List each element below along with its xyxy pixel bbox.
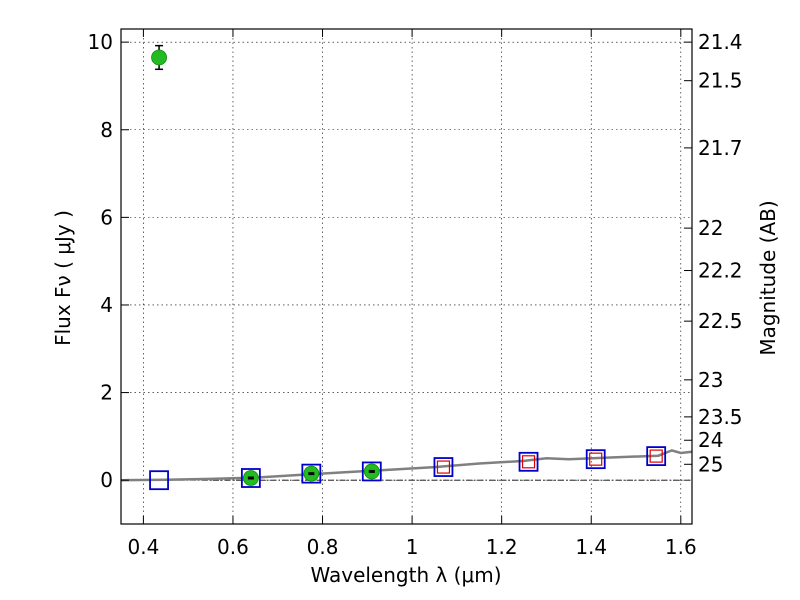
observed-point	[151, 49, 167, 66]
y-tick-label: 2	[100, 381, 113, 405]
y2-tick-label: 22.2	[698, 259, 743, 283]
y2-tick-label: 21.4	[698, 30, 743, 54]
model-marker	[149, 470, 169, 491]
model-marker	[518, 451, 539, 472]
y2-tick-label: 25	[698, 452, 723, 476]
x-tick-label: 0.8	[307, 535, 339, 559]
y2-tick-label: 22.5	[698, 309, 743, 333]
upper-limit-marker	[436, 460, 451, 474]
y2-axis-label: Magnitude (AB)	[756, 200, 780, 355]
x-tick-label: 1.2	[486, 535, 518, 559]
upper-limit-marker	[589, 452, 603, 466]
model-marker	[433, 457, 454, 477]
x-tick-label: 1	[406, 535, 419, 559]
template-spectrum	[120, 449, 693, 482]
x-tick-label: 0.6	[217, 535, 249, 559]
y-tick-label: 4	[100, 293, 113, 317]
model-marker	[585, 449, 606, 470]
axis-ticks	[121, 29, 692, 524]
y2-tick-label: 21.5	[698, 69, 743, 93]
upper-limit-marker	[649, 449, 663, 463]
y-tick-label: 6	[100, 205, 113, 229]
spectrum-line	[120, 449, 693, 482]
plot-frame	[120, 28, 693, 525]
x-tick-label: 1.4	[575, 535, 607, 559]
x-tick-label: 1.6	[665, 535, 697, 559]
y2-tick-label: 22	[698, 216, 723, 240]
y-tick-label: 10	[88, 30, 113, 54]
y-axis-label: Flux Fν ( μJy )	[51, 210, 75, 346]
model-marker	[646, 446, 667, 467]
y2-tick-label: 23	[698, 368, 723, 392]
data-points	[149, 44, 667, 491]
y2-tick-label: 24	[698, 428, 723, 452]
model-marker	[361, 461, 382, 482]
model-marker	[301, 463, 322, 484]
model-marker	[240, 468, 261, 488]
upper-limit-marker	[521, 455, 536, 469]
y2-tick-label: 21.7	[698, 136, 743, 160]
grid	[121, 29, 692, 524]
x-axis-label: Wavelength λ (μm)	[310, 563, 501, 587]
y-tick-label: 8	[100, 118, 113, 142]
y2-tick-label: 23.5	[698, 405, 743, 429]
y-tick-label: 0	[100, 468, 113, 492]
x-tick-label: 0.4	[127, 535, 159, 559]
